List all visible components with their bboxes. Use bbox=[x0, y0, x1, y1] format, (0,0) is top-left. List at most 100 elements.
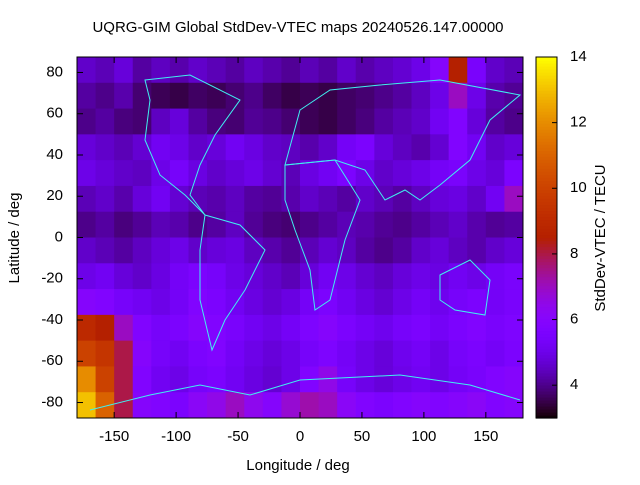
heatmap-cell bbox=[448, 185, 468, 213]
colorbar-step bbox=[536, 387, 557, 392]
heatmap-cell bbox=[225, 57, 245, 84]
heatmap-cell bbox=[114, 57, 134, 84]
colorbar-step bbox=[536, 321, 557, 326]
coastline bbox=[284, 159, 361, 311]
heatmap-cell bbox=[95, 263, 115, 290]
colorbar-step bbox=[536, 258, 557, 263]
colorbar-tick-label: 4 bbox=[570, 376, 578, 393]
heatmap-cell bbox=[151, 211, 171, 238]
colorbar-step bbox=[536, 204, 557, 209]
colorbar-tick-label: 14 bbox=[570, 48, 587, 65]
heatmap-cell bbox=[281, 108, 301, 135]
coastline bbox=[439, 259, 491, 316]
heatmap-cell bbox=[77, 237, 97, 264]
heatmap-cell bbox=[151, 57, 171, 84]
colorbar-step bbox=[536, 306, 557, 311]
heatmap-cell bbox=[430, 237, 450, 264]
heatmap-cell bbox=[485, 82, 505, 110]
heatmap-cell bbox=[337, 263, 357, 290]
heatmap-cell bbox=[95, 108, 115, 135]
colorbar-step bbox=[536, 69, 557, 73]
colorbar-step bbox=[536, 255, 557, 260]
heatmap-cell bbox=[300, 392, 320, 419]
colorbar-step bbox=[536, 219, 557, 224]
heatmap-cell bbox=[411, 82, 431, 110]
heatmap-cell bbox=[355, 82, 375, 110]
colorbar-step bbox=[536, 351, 557, 356]
heatmap-cell bbox=[132, 314, 152, 342]
heatmap-cell bbox=[225, 237, 245, 264]
heatmap-cell bbox=[300, 82, 320, 110]
colorbar-step bbox=[536, 270, 557, 275]
heatmap-cell bbox=[411, 237, 431, 264]
heatmap-cell bbox=[207, 366, 227, 393]
heatmap-cell bbox=[504, 392, 524, 419]
heatmap-cell bbox=[244, 211, 264, 238]
heatmap-cell bbox=[225, 108, 245, 135]
colorbar-step bbox=[536, 243, 557, 248]
heatmap-cell bbox=[411, 57, 431, 84]
heatmap-cell bbox=[151, 366, 171, 393]
heatmap-cell bbox=[430, 57, 450, 84]
heatmap-cell bbox=[225, 392, 245, 419]
colorbar-step bbox=[536, 393, 557, 398]
heatmap-cell bbox=[114, 160, 134, 187]
heatmap-cell bbox=[132, 211, 152, 238]
heatmap-cell bbox=[169, 237, 189, 264]
heatmap-cell bbox=[392, 108, 412, 135]
heatmap-cell bbox=[262, 237, 282, 264]
heatmap-cell bbox=[225, 263, 245, 290]
heatmap-cell bbox=[355, 211, 375, 238]
heatmap-cell bbox=[207, 82, 227, 110]
colorbar-step bbox=[536, 189, 557, 193]
heatmap-cell bbox=[114, 82, 134, 110]
heatmap-cell bbox=[485, 340, 505, 367]
heatmap-cell bbox=[244, 185, 264, 213]
heatmap-cell bbox=[225, 289, 245, 316]
heatmap-cell bbox=[485, 314, 505, 342]
colorbar-step bbox=[536, 213, 557, 218]
heatmap-cell bbox=[448, 366, 468, 393]
colorbar-step bbox=[536, 78, 557, 82]
heatmap-cell bbox=[95, 366, 115, 393]
colorbar-frame bbox=[535, 56, 558, 419]
heatmap-cell bbox=[300, 57, 320, 84]
heatmap-cell bbox=[169, 82, 189, 110]
heatmap-cell bbox=[430, 392, 450, 419]
colorbar-step bbox=[536, 201, 557, 206]
heatmap-cell bbox=[411, 160, 431, 187]
heatmap-cell bbox=[114, 340, 134, 367]
colorbar-step bbox=[536, 252, 557, 257]
heatmap-cell bbox=[77, 134, 97, 161]
heatmap-cell bbox=[300, 340, 320, 367]
heatmap-cell bbox=[244, 57, 264, 84]
colorbar-step bbox=[536, 402, 557, 407]
heatmap-cell bbox=[318, 366, 338, 393]
colorbar-tick-label: 8 bbox=[570, 245, 578, 262]
x-tick-label: -50 bbox=[227, 428, 249, 445]
heatmap-cell bbox=[207, 340, 227, 367]
heatmap-cell bbox=[355, 108, 375, 135]
heatmap-cell bbox=[132, 340, 152, 367]
heatmap-cell bbox=[77, 366, 97, 393]
colorbar-step bbox=[536, 153, 557, 157]
heatmap-cell bbox=[95, 211, 115, 238]
heatmap-cell bbox=[151, 134, 171, 161]
colorbar-step bbox=[536, 225, 557, 230]
coastline bbox=[199, 214, 266, 352]
heatmap-cell bbox=[448, 314, 468, 342]
colorbar-step bbox=[536, 390, 557, 395]
heatmap-cell bbox=[281, 340, 301, 367]
heatmap-cell bbox=[485, 366, 505, 393]
heatmap-cell bbox=[151, 392, 171, 419]
heatmap-cell bbox=[411, 392, 431, 419]
colorbar-step bbox=[536, 276, 557, 281]
heatmap-cell bbox=[467, 185, 487, 213]
heatmap-cell bbox=[114, 134, 134, 161]
chart-title: UQRG-GIM Global StdDev-VTEC maps 2024052… bbox=[92, 19, 503, 36]
heatmap-cell bbox=[188, 366, 208, 393]
heatmap-cell bbox=[392, 185, 412, 213]
colorbar-step bbox=[536, 363, 557, 368]
colorbar-step bbox=[536, 240, 557, 245]
heatmap-cell bbox=[411, 289, 431, 316]
